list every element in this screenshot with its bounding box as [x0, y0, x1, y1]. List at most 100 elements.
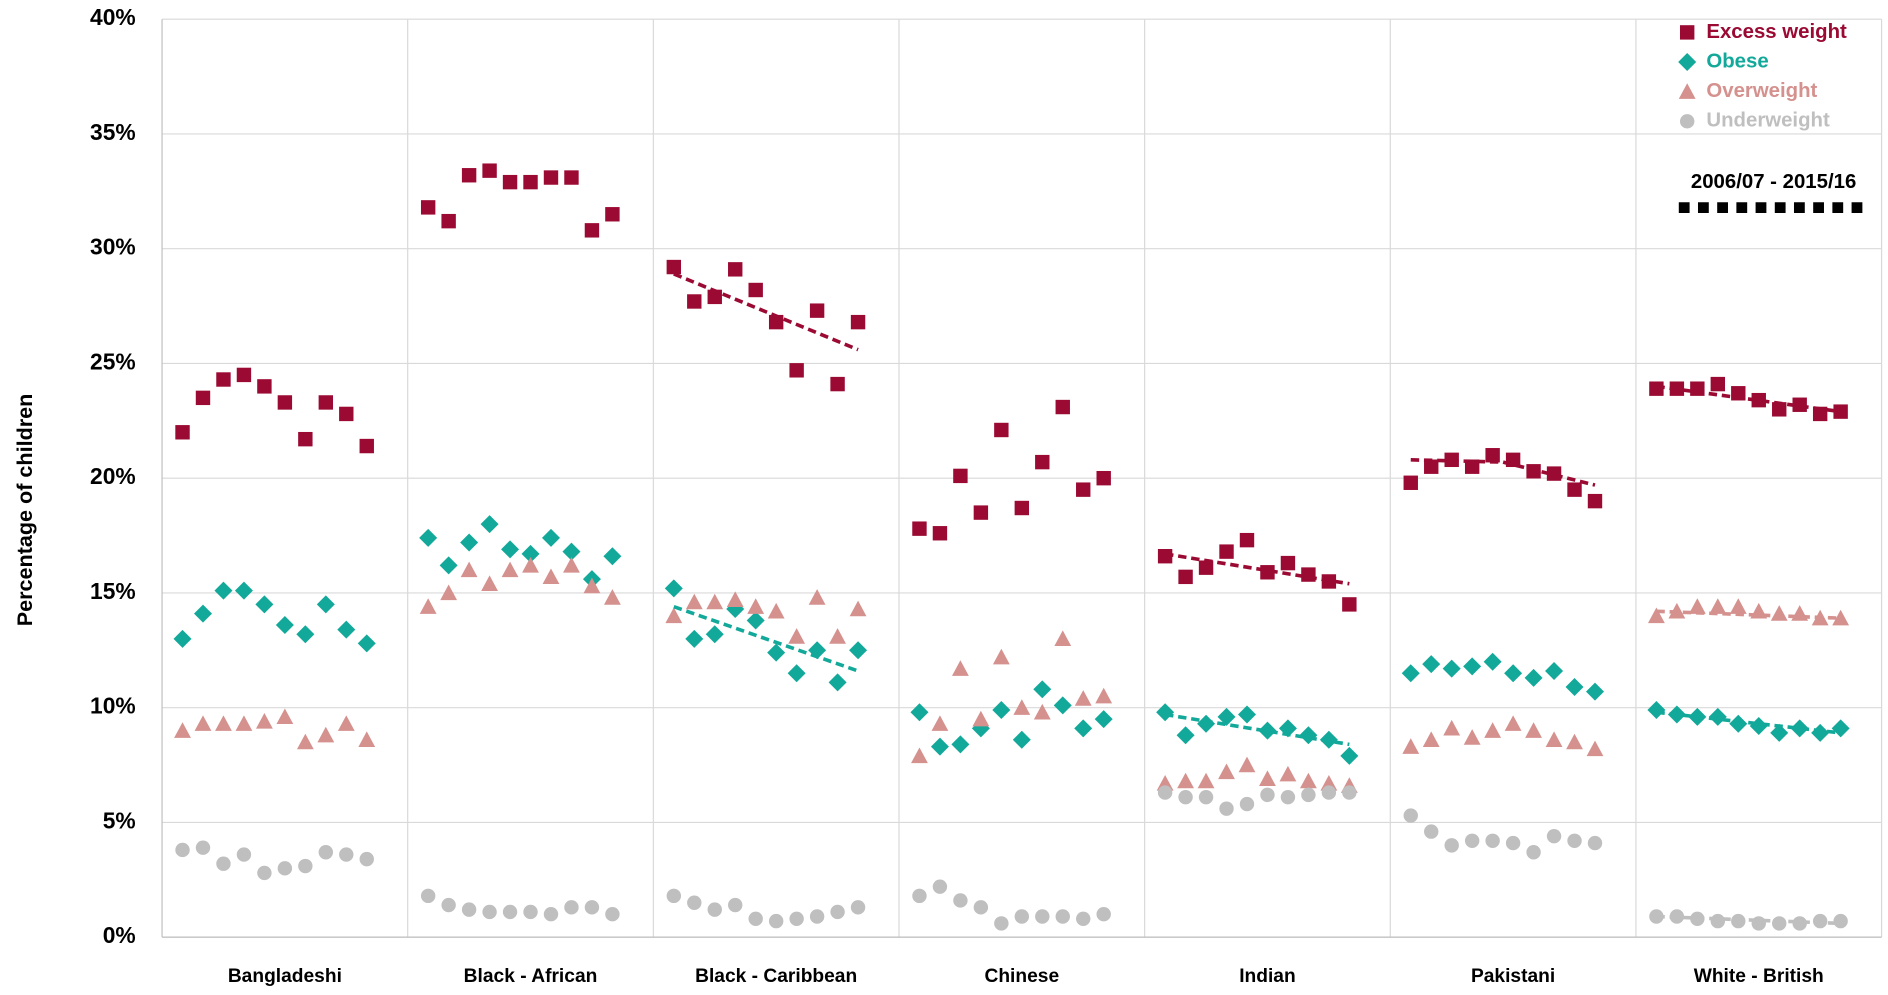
trend-line — [1656, 384, 1841, 414]
data-point — [665, 607, 683, 624]
x-tick-label: Bangladeshi — [228, 966, 342, 987]
data-point — [1524, 668, 1543, 687]
legend-label: Underweight — [1706, 110, 1830, 132]
data-point — [1178, 569, 1193, 585]
data-point — [1239, 796, 1255, 812]
data-point — [1014, 500, 1030, 516]
data-point — [1074, 719, 1093, 738]
data-point — [1587, 835, 1603, 851]
data-point — [1014, 909, 1030, 924]
data-point — [1772, 402, 1787, 417]
data-point — [1792, 397, 1807, 412]
data-point — [787, 664, 806, 683]
data-point — [339, 847, 354, 862]
data-point — [1260, 787, 1275, 803]
data-point — [441, 213, 456, 229]
data-point — [1709, 598, 1727, 614]
data-point — [1566, 733, 1583, 750]
data-point — [931, 715, 949, 731]
data-point — [214, 581, 233, 600]
data-point — [1504, 715, 1522, 731]
data-point — [1219, 544, 1234, 559]
data-point — [1197, 714, 1216, 733]
data-point — [932, 879, 948, 894]
data-point — [1280, 789, 1296, 805]
data-point — [1342, 597, 1357, 612]
data-point — [195, 840, 211, 855]
data-point — [1279, 765, 1297, 782]
data-point — [1035, 454, 1050, 470]
data-point — [1177, 772, 1194, 789]
data-point — [255, 595, 274, 614]
data-point — [1505, 835, 1521, 851]
data-point — [605, 907, 620, 922]
data-point — [1443, 719, 1461, 736]
data-point — [992, 648, 1010, 665]
data-point — [748, 282, 763, 298]
data-point — [1157, 785, 1173, 800]
data-point — [358, 731, 376, 747]
data-point — [707, 902, 722, 917]
data-point — [605, 207, 620, 222]
data-point — [339, 406, 354, 422]
data-point — [666, 259, 682, 275]
data-point — [1484, 722, 1502, 738]
trend-line — [1164, 712, 1350, 747]
data-point — [1832, 609, 1850, 626]
data-point — [296, 733, 314, 750]
y-tick-label: 20% — [90, 463, 136, 489]
data-point — [1422, 655, 1441, 674]
data-point — [687, 895, 702, 910]
y-axis-label: Percentage of children — [12, 394, 37, 627]
data-point — [1790, 719, 1809, 738]
data-point — [1198, 789, 1214, 805]
data-point — [563, 556, 580, 573]
data-point — [1320, 775, 1338, 791]
data-point — [1485, 448, 1500, 463]
data-point — [1464, 833, 1480, 848]
data-point — [849, 600, 867, 617]
data-point — [482, 904, 497, 920]
data-point — [1096, 470, 1111, 486]
data-point — [953, 468, 968, 484]
data-point — [1076, 482, 1091, 497]
data-point — [543, 907, 559, 922]
data-point — [748, 911, 763, 927]
data-point — [461, 168, 477, 183]
trend-line — [1656, 914, 1841, 926]
data-point — [216, 372, 231, 387]
data-point — [1811, 723, 1830, 742]
data-point — [298, 431, 313, 447]
y-tick-label: 35% — [90, 119, 136, 145]
trend-line — [1410, 458, 1596, 487]
data-point — [705, 625, 724, 644]
y-tick-label: 25% — [90, 348, 136, 374]
data-point — [460, 533, 479, 552]
data-point — [1504, 664, 1523, 683]
data-point — [523, 904, 538, 920]
trend-line — [673, 272, 859, 352]
data-point — [564, 170, 579, 185]
data-point — [666, 888, 682, 904]
data-point — [1586, 740, 1604, 757]
data-point — [932, 526, 948, 541]
data-point — [1402, 738, 1420, 754]
data-point — [359, 851, 374, 867]
data-point — [175, 842, 190, 858]
legend-marker — [1678, 53, 1697, 72]
data-point — [1280, 555, 1296, 571]
y-tick-label: 15% — [90, 578, 136, 604]
data-point — [296, 625, 315, 644]
data-point — [1587, 493, 1603, 509]
data-point — [768, 314, 784, 330]
data-point — [604, 589, 621, 605]
data-point — [337, 715, 355, 731]
data-point — [277, 395, 293, 410]
data-point — [1237, 705, 1256, 724]
data-point — [543, 170, 559, 185]
data-point — [236, 367, 252, 383]
data-point — [318, 845, 334, 860]
data-point — [1647, 700, 1666, 719]
trend-line — [1656, 609, 1841, 620]
